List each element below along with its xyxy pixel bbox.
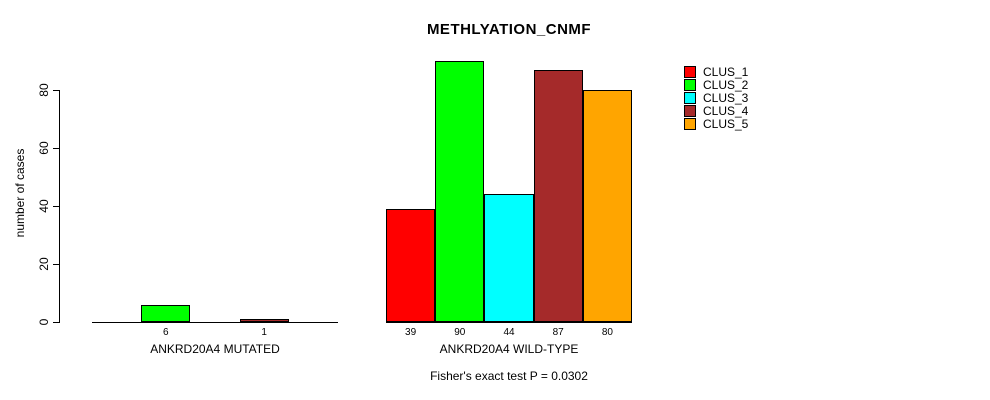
legend-label-clus_3: CLUS_3 (703, 91, 749, 105)
bar-clus_4-group0 (239, 319, 289, 322)
y-axis-tick (53, 148, 59, 149)
y-axis-tick (53, 90, 59, 91)
bar-value-label: 39 (405, 327, 417, 338)
fisher-test-annotation: Fisher's exact test P = 0.0302 (430, 369, 588, 383)
chart-title: METHLYATION_CNMF (426, 21, 592, 38)
legend-swatch-clus_1 (684, 66, 696, 78)
legend-label-clus_1: CLUS_1 (703, 65, 749, 79)
legend-swatch-clus_4 (684, 105, 696, 117)
group-baseline (92, 322, 338, 323)
bar-clus_2-group1 (435, 61, 485, 322)
bar-clus_4-group1 (533, 70, 583, 322)
group-baseline (386, 322, 632, 323)
bar-value-label: 1 (261, 327, 267, 338)
group-label-mutated: ANKRD20A4 MUTATED (150, 342, 280, 356)
y-axis-tick (53, 264, 59, 265)
y-axis-tick (53, 206, 59, 207)
legend-label-clus_2: CLUS_2 (703, 78, 749, 92)
legend-label-clus_5: CLUS_5 (703, 117, 749, 131)
bar-clus_1-group1 (386, 209, 436, 322)
bar-value-label: 87 (552, 327, 564, 338)
y-axis-tick (53, 322, 59, 323)
bar-value-label: 80 (601, 327, 613, 338)
legend-label-clus_4: CLUS_4 (703, 104, 749, 118)
bar-value-label: 6 (163, 327, 169, 338)
legend-swatch-clus_2 (684, 79, 696, 91)
group-label-wild-type: ANKRD20A4 WILD-TYPE (439, 342, 579, 356)
bar-clus_2-group0 (141, 305, 191, 322)
legend-swatch-clus_3 (684, 92, 696, 104)
bar-clus_5-group1 (582, 90, 632, 322)
legend-swatch-clus_5 (684, 118, 696, 130)
y-axis-line (59, 90, 60, 323)
bar-clus_3-group1 (484, 194, 534, 322)
bar-value-label: 90 (454, 327, 466, 338)
bar-value-label: 44 (503, 327, 515, 338)
